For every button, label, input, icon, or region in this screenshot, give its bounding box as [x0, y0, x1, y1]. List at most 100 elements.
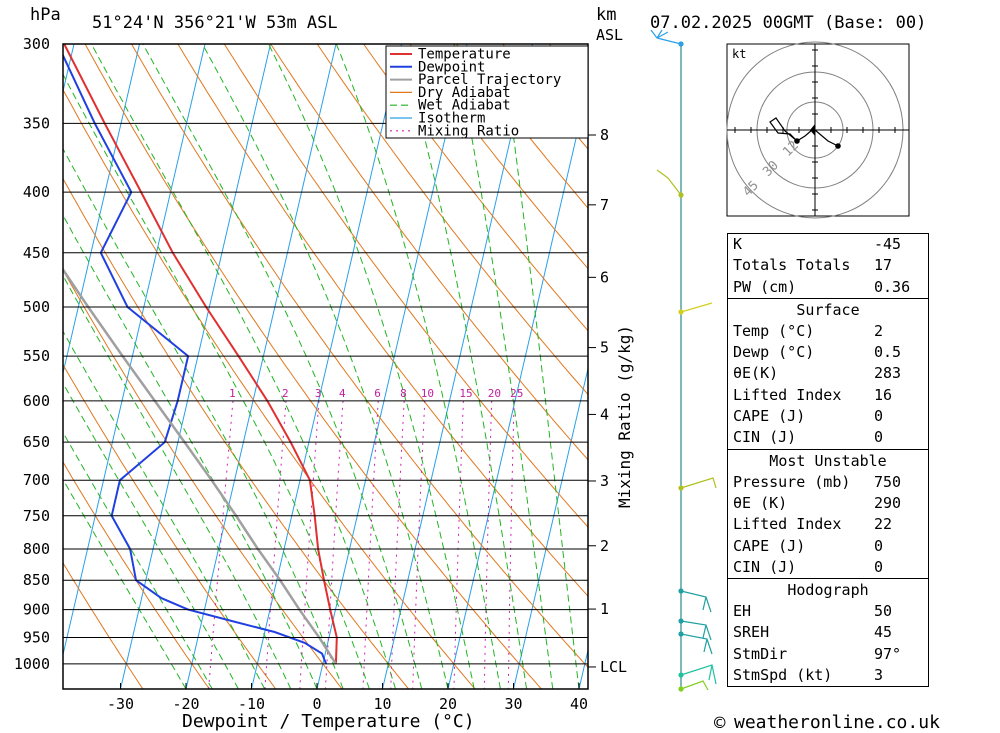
- wind-level-dot: [678, 41, 684, 47]
- pressure-tick-label: 500: [23, 298, 50, 316]
- pressure-tick-label: 750: [23, 507, 50, 525]
- legend-label: Temperature: [418, 47, 511, 63]
- isotherm-line: [120, 44, 271, 689]
- mixing-ratio-label: 3: [315, 387, 322, 400]
- wind-level-dot: [678, 672, 684, 678]
- dry-adiabat-line: [177, 44, 588, 597]
- x-tick-label: -10: [238, 695, 265, 713]
- hodograph-point: [794, 138, 800, 144]
- isotherm-line: [447, 84, 588, 689]
- dry-adiabat-line: [63, 461, 210, 689]
- height-tick-label: 8: [600, 126, 609, 144]
- pressure-tick-label: 800: [23, 540, 50, 558]
- website-link[interactable]: weatheronline.co.uk: [734, 712, 940, 733]
- height-tick-label: LCL: [600, 658, 627, 676]
- mu-li-row: Lifted Index 22: [733, 515, 893, 534]
- wind-level-dot: [678, 588, 684, 594]
- pressure-tick-label: 950: [23, 628, 50, 646]
- hodograph-heading: Hodograph: [728, 578, 928, 601]
- wind-level-dot: [678, 618, 684, 624]
- isotherm-line: [63, 44, 140, 376]
- legend-label: Parcel Trajectory: [418, 72, 561, 88]
- mixing-ratio-label: 6: [374, 387, 381, 400]
- mu-pressure-row: Pressure (mb) 750: [733, 472, 902, 491]
- height-unit-label: km: [596, 5, 616, 25]
- isotherm-line: [316, 44, 468, 689]
- mixing-ratio-line: [325, 400, 344, 689]
- dry-adiabat-line: [63, 88, 476, 689]
- mixing-ratio-line: [483, 400, 493, 689]
- dry-adiabat-line: [131, 44, 588, 669]
- mixing-ratio-line: [362, 400, 379, 689]
- x-tick-label: 0: [312, 695, 321, 713]
- pressure-tick-label: 400: [23, 183, 50, 201]
- wet-adiabat-line: [500, 44, 580, 689]
- surface-cape-row: CAPE (J) 0: [733, 407, 884, 426]
- most-unstable-heading: Most Unstable: [728, 448, 928, 472]
- wind-barb: [650, 29, 682, 45]
- dry-adiabat-line: [63, 363, 277, 689]
- wind-barb: [680, 302, 713, 313]
- hodograph-unit-label: kt: [732, 47, 746, 61]
- surface-dewp-row: Dewp (°C) 0.5: [733, 343, 902, 362]
- stats-panel: K -45 Totals Totals 17 PW (cm) 0.36 Surface…: [727, 233, 929, 688]
- isotherm-line: [251, 44, 402, 689]
- surface-cin-row: CIN (J) 0: [733, 428, 884, 447]
- hodograph-trace: [769, 117, 839, 147]
- dry-adiabat-line: [316, 44, 588, 396]
- pressure-tick-label: 1000: [14, 655, 50, 673]
- pressure-tick-label: 900: [23, 601, 50, 619]
- mixing-ratio-line: [264, 400, 287, 689]
- x-tick-label: 40: [570, 695, 588, 713]
- mixing-ratio-label: 15: [459, 387, 472, 400]
- wind-level-dot: [678, 631, 684, 637]
- height-tick-label: 3: [600, 472, 609, 490]
- height-tick-label: 2: [600, 537, 609, 555]
- pw-row: PW (cm) 0.36: [733, 277, 911, 296]
- x-axis-title: Dewpoint / Temperature (°C): [182, 711, 475, 732]
- mixing-ratio-line: [208, 400, 234, 689]
- wind-barb: [680, 477, 717, 489]
- parcel-trajectory-line: [63, 267, 337, 665]
- dry-adiabat-line: [63, 269, 343, 689]
- surface-li-row: Lifted Index 16: [733, 385, 893, 404]
- wet-adiabat-line: [201, 44, 449, 689]
- height-unit-sub-label: ASL: [596, 26, 623, 44]
- x-tick-label: -30: [107, 695, 134, 713]
- wind-level-dot: [678, 686, 684, 692]
- wind-barb: [680, 680, 709, 691]
- wet-adiabat-line: [63, 73, 370, 689]
- height-tick-label: 7: [600, 196, 609, 214]
- wind-barb: [680, 590, 712, 613]
- wind-barb: [656, 169, 682, 196]
- mixing-ratio-label: 10: [421, 387, 434, 400]
- hodograph-point: [835, 143, 841, 149]
- x-tick-label: 20: [439, 695, 457, 713]
- surface-temp-row: Temp (°C) 2: [733, 321, 884, 340]
- wind-barb: [680, 664, 717, 685]
- mixing-ratio-label: 4: [339, 387, 346, 400]
- plot-frame: [62, 43, 589, 690]
- pressure-tick-label: 300: [23, 35, 50, 53]
- isotherm-line: [513, 366, 588, 689]
- height-tick-label: 5: [600, 339, 609, 357]
- wet-adiabat-line: [398, 44, 528, 689]
- x-tick-label: -20: [172, 695, 199, 713]
- x-tick-label: 10: [373, 695, 391, 713]
- legend-box: [385, 45, 589, 139]
- totals-totals-row: Totals Totals 17: [733, 256, 893, 275]
- mixing-ratio-label: 1: [229, 387, 236, 400]
- dry-adiabat-line: [363, 44, 588, 332]
- mixing-ratio-label: 8: [400, 387, 407, 400]
- storm-motion-marker: [810, 124, 815, 136]
- mixing-ratio-axis-title: Mixing Ratio (g/kg): [615, 325, 634, 508]
- wind-level-dot: [678, 309, 684, 315]
- wet-adiabat-line: [63, 431, 213, 689]
- mixing-ratio-label: 2: [282, 387, 289, 400]
- dry-adiabat-line: [409, 44, 588, 270]
- wet-adiabat-line: [63, 478, 187, 689]
- x-tick-label: 30: [504, 695, 522, 713]
- legend-label: Isotherm: [418, 111, 485, 127]
- mixing-ratio-line: [390, 400, 405, 689]
